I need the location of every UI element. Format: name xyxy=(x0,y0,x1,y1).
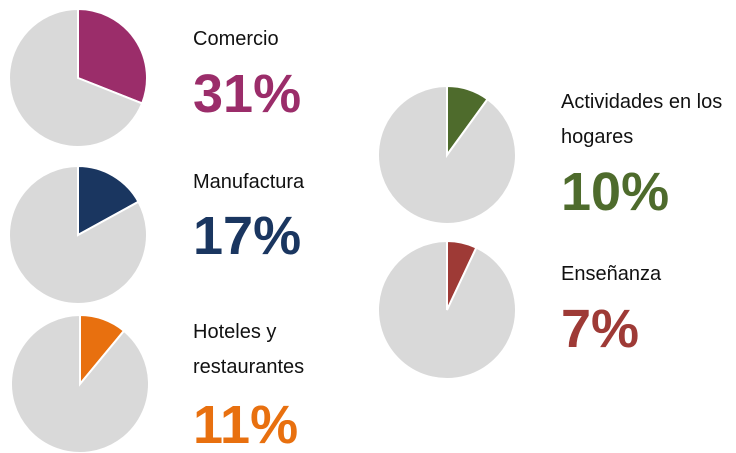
pie-slice xyxy=(377,84,517,225)
category-label: Hoteles y restaurantes xyxy=(193,321,305,378)
value-label: 7% xyxy=(561,299,640,359)
pie-slice xyxy=(377,239,517,380)
value-label: 11% xyxy=(193,395,299,453)
value-label: 31% xyxy=(193,64,302,124)
pie-slice xyxy=(8,7,144,148)
pie-slice xyxy=(8,164,148,305)
category-label: Manufactura xyxy=(193,171,305,193)
category-label: Comercio xyxy=(193,28,279,50)
category-label: Actividades en los hogares xyxy=(561,91,723,148)
value-label: 17% xyxy=(193,206,302,266)
pie-slice xyxy=(10,313,150,453)
value-label: 10% xyxy=(561,162,670,222)
pie-slice xyxy=(77,7,148,105)
category-label: Enseñanza xyxy=(561,263,662,285)
pie-slice xyxy=(77,164,140,237)
